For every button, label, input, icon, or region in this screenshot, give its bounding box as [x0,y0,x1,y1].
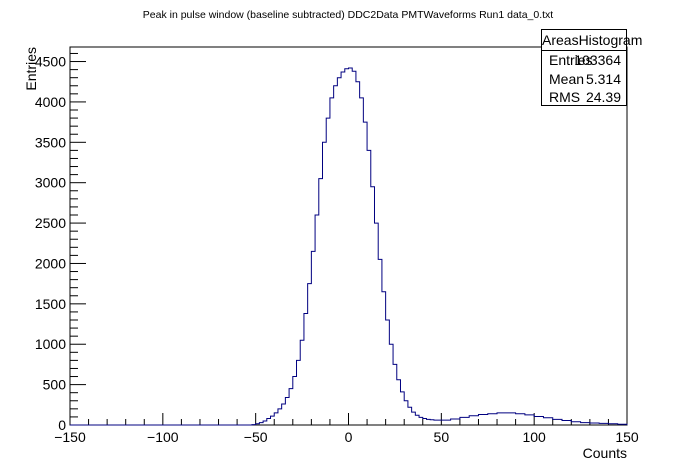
stats-label: Mean [549,70,585,87]
x-axis-label: Counts [583,445,627,461]
y-tick-label: 0 [58,417,66,433]
y-tick-label: 500 [43,377,67,393]
stats-row-mean: Mean 5.314 [542,70,626,89]
x-tick-label: 100 [522,429,546,445]
x-tick-label: −50 [244,429,268,445]
y-tick-label: 1500 [35,296,66,312]
x-tick-label: −150 [54,429,86,445]
x-tick-label: 150 [615,429,639,445]
stats-box-title: AreasHistogram [542,30,642,51]
stats-value: 5.314 [585,70,621,87]
y-axis-label: Entries [23,47,39,91]
x-tick-label: 0 [345,429,353,445]
histogram-line [70,67,628,426]
stats-row-entries: Entries 103364 [542,51,626,70]
x-tick-label: 50 [434,429,450,445]
stats-box: AreasHistogram Entries 103364 Mean 5.314… [541,29,642,107]
tick-labels: −150 −100 −50 0 50 100 15005001000150020002500… [35,54,639,445]
y-tick-label: 2000 [35,255,66,271]
y-tick-label: 3500 [35,134,66,150]
stats-value: 24.39 [585,89,621,105]
y-tick-label: 4500 [35,54,66,70]
stats-row-rms: RMS 24.39 [542,88,626,107]
chart-title: Peak in pulse window (baseline subtracte… [142,9,554,21]
stats-label: RMS [549,89,581,105]
axes [69,46,628,426]
x-tick-label: −100 [147,429,179,445]
y-tick-label: 2500 [35,215,66,231]
y-tick-label: 4000 [35,94,66,110]
y-tick-label: 3000 [35,175,66,191]
stats-label: Entries [549,52,593,68]
stats-value: 103364 [574,52,621,68]
y-tick-label: 1000 [35,336,66,352]
